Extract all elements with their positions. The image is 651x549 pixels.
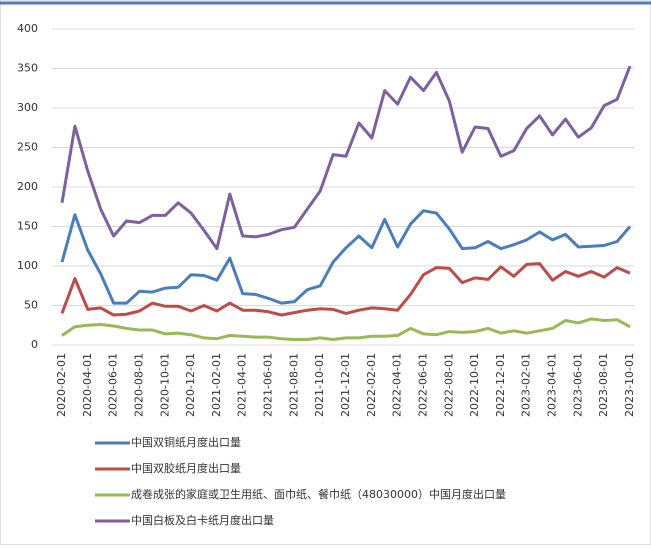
series-line: [60, 209, 632, 305]
x-tick-label: 2022-08-01: [442, 353, 455, 417]
y-tick-label: 250: [17, 141, 38, 154]
x-tick-label: 2021-06-01: [262, 353, 275, 417]
x-tick-label: 2020-04-01: [81, 353, 94, 417]
legend-label: 成卷成张的家庭或卫生用纸、面巾纸、餐巾纸（48030000）中国月度出口量: [131, 487, 506, 501]
x-tick-label: 2022-12-01: [494, 353, 507, 417]
x-tick-label: 2021-10-01: [313, 353, 326, 417]
x-tick-label: 2023-10-01: [623, 353, 636, 417]
series-line: [60, 65, 632, 251]
y-tick-label: 300: [17, 101, 38, 114]
y-tick-label: 150: [17, 220, 38, 233]
y-tick-label: 100: [17, 259, 38, 272]
x-tick-label: 2023-06-01: [571, 353, 584, 417]
x-tick-label: 2023-02-01: [520, 353, 533, 417]
x-tick-label: 2020-02-01: [55, 353, 68, 417]
x-tick-label: 2020-10-01: [158, 353, 171, 417]
x-tick-label: 2021-12-01: [339, 353, 352, 417]
x-tick-label: 2023-04-01: [546, 353, 559, 417]
y-tick-label: 350: [17, 62, 38, 75]
x-tick-label: 2022-02-01: [365, 353, 378, 417]
legend-label: 中国白板及白卡纸月度出口量: [131, 513, 274, 527]
x-tick-label: 2022-06-01: [416, 353, 429, 417]
x-tick-label: 2021-08-01: [287, 353, 300, 417]
x-tick-label: 2021-04-01: [236, 353, 249, 417]
y-tick-label: 0: [31, 338, 38, 351]
x-tick-label: 2020-12-01: [184, 353, 197, 417]
x-tick-label: 2020-06-01: [107, 353, 120, 417]
legend-label: 中国双胶纸月度出口量: [131, 461, 241, 475]
series-line: [60, 262, 631, 317]
x-tick-label: 2023-08-01: [597, 353, 610, 417]
x-tick-label: 2021-02-01: [210, 353, 223, 417]
x-tick-label: 2020-08-01: [132, 353, 145, 417]
y-tick-label: 200: [17, 180, 38, 193]
x-tick-label: 2022-04-01: [391, 353, 404, 417]
series-line: [61, 317, 631, 341]
legend-label: 中国双铜纸月度出口量: [131, 435, 241, 449]
x-tick-label: 2022-10-01: [468, 353, 481, 417]
y-tick-label: 50: [24, 299, 38, 312]
y-tick-label: 400: [17, 22, 38, 35]
